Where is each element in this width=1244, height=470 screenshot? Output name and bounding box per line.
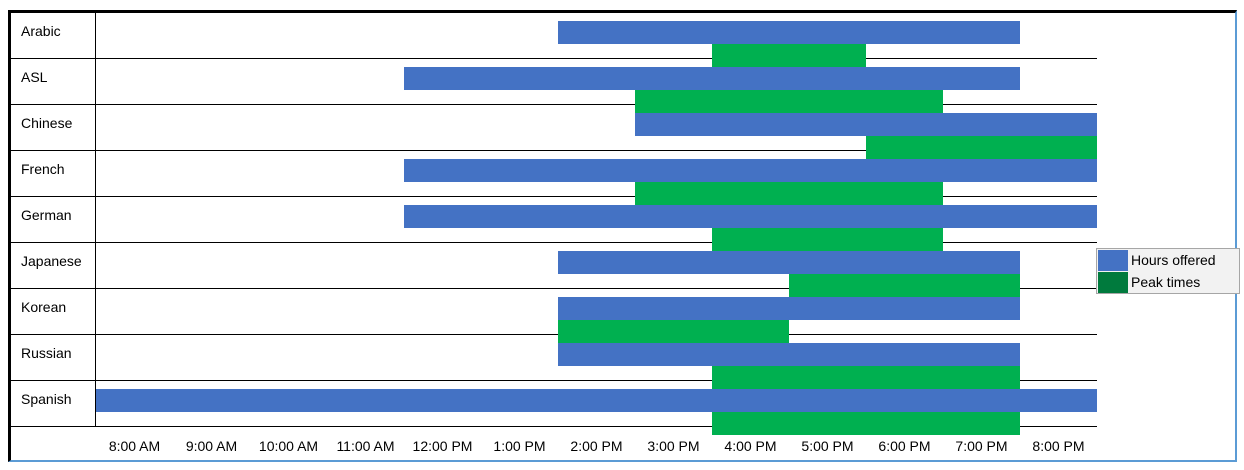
- hours-offered-bar-chinese: [635, 113, 1097, 136]
- peak-times-bar-asl: [635, 90, 943, 113]
- x-tick-label: 1:00 PM: [493, 438, 545, 454]
- peak-times-bar-arabic: [712, 44, 866, 67]
- peak-times-bar-chinese: [866, 136, 1097, 159]
- x-tick-label: 11:00 AM: [336, 438, 394, 454]
- peak-times-bar-german: [712, 228, 943, 251]
- hours-offered-bar-russian: [558, 343, 1020, 366]
- category-label-chinese: Chinese: [21, 115, 73, 131]
- peak-times-bar-korean: [558, 320, 789, 343]
- hours-offered-bar-german: [404, 205, 1097, 228]
- category-label-arabic: Arabic: [21, 23, 61, 39]
- hours-offered-bar-asl: [404, 67, 1020, 90]
- hours-offered-bar-french: [404, 159, 1097, 182]
- hours-offered-bar-korean: [558, 297, 1020, 320]
- legend-item-hours-offered: Hours offered: [1097, 249, 1239, 271]
- peak-times-bar-spanish: [712, 412, 1020, 435]
- hours-offered-bar-spanish: [96, 389, 1097, 412]
- x-tick-label: 12:00 PM: [413, 438, 473, 454]
- x-tick-label: 2:00 PM: [570, 438, 622, 454]
- category-label-german: German: [21, 207, 72, 223]
- legend-item-peak-times: Peak times: [1097, 271, 1239, 293]
- peak-times-bar-french: [635, 182, 943, 205]
- legend-label-peak-times: Peak times: [1131, 274, 1201, 290]
- chart-legend: Hours offered Peak times: [1096, 248, 1240, 294]
- category-label-japanese: Japanese: [21, 253, 82, 269]
- hours-offered-bar-japanese: [558, 251, 1020, 274]
- legend-swatch-peak-times: [1098, 272, 1128, 293]
- x-tick-label: 4:00 PM: [724, 438, 776, 454]
- peak-times-bar-japanese: [789, 274, 1020, 297]
- category-label-russian: Russian: [21, 345, 72, 361]
- peak-times-bar-russian: [712, 366, 1020, 389]
- x-tick-label: 10:00 AM: [259, 438, 318, 454]
- x-tick-label: 7:00 PM: [955, 438, 1007, 454]
- category-label-spanish: Spanish: [21, 391, 72, 407]
- x-tick-label: 5:00 PM: [801, 438, 853, 454]
- gantt-chart: Arabic ASL Chinese French German Japanese Kore…: [11, 13, 1097, 454]
- x-tick-label: 3:00 PM: [647, 438, 699, 454]
- category-label-korean: Korean: [21, 299, 66, 315]
- x-tick-label: 9:00 AM: [186, 438, 237, 454]
- x-tick-label: 8:00 AM: [109, 438, 160, 454]
- chart-frame: Arabic ASL Chinese French German Japanese Kore…: [8, 10, 1237, 462]
- x-tick-label: 8:00 PM: [1032, 438, 1084, 454]
- category-label-asl: ASL: [21, 69, 48, 85]
- x-tick-label: 6:00 PM: [878, 438, 930, 454]
- hours-offered-bar-arabic: [558, 21, 1020, 44]
- legend-label-hours-offered: Hours offered: [1131, 252, 1216, 268]
- legend-swatch-hours-offered: [1098, 250, 1128, 271]
- category-label-french: French: [21, 161, 65, 177]
